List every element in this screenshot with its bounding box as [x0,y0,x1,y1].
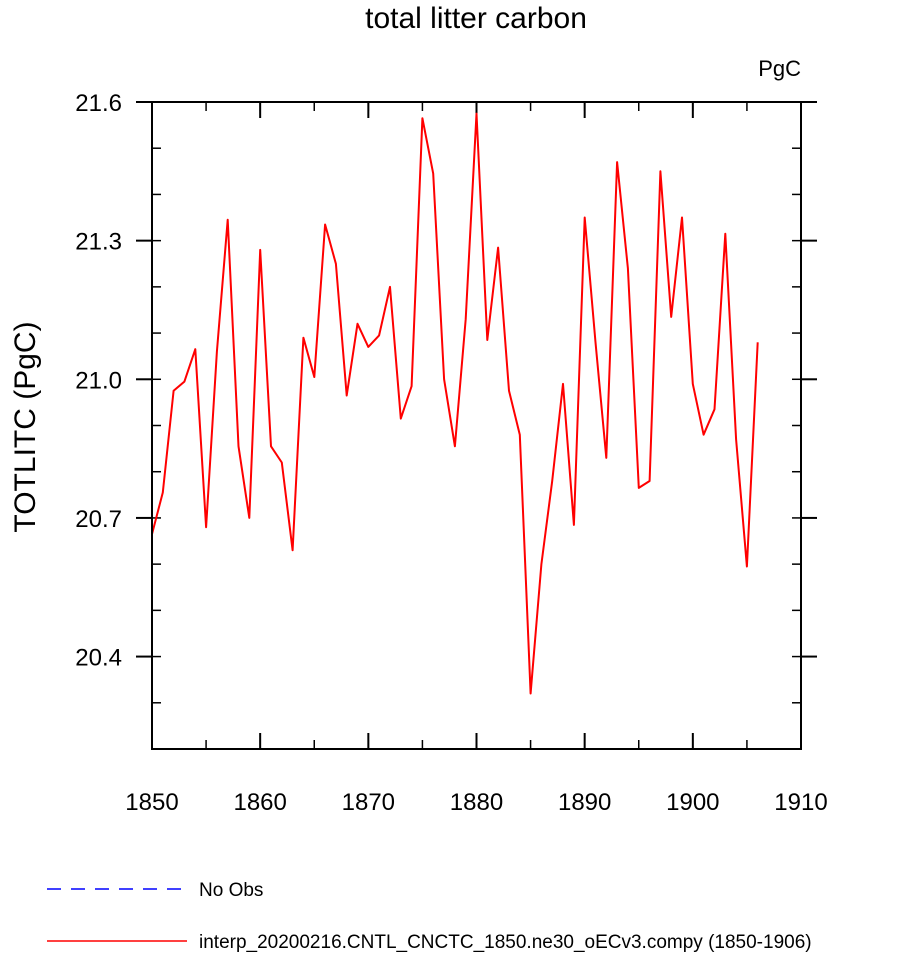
legend-label-model: interp_20200216.CNTL_CNCTC_1850.ne30_oEC… [199,932,812,953]
y-tick-label: 21.0 [75,367,122,394]
y-tick-label: 21.6 [75,90,122,117]
x-tick-label: 1890 [558,789,611,816]
legend-label-no-obs: No Obs [199,880,263,901]
units-label: PgC [758,56,801,81]
y-tick-label: 21.3 [75,229,122,256]
x-tick-label: 1870 [342,789,395,816]
x-tick-label: 1880 [450,789,503,816]
y-axis-label: TOTLITC (PgC) [9,321,42,532]
x-tick-label: 1850 [125,789,178,816]
axis-tick-labels: 1850 1860 1870 1880 1890 1900 1910 20.4 20.7 21.0… [75,90,827,816]
chart-title: total litter carbon [365,2,587,35]
x-tick-label: 1910 [774,789,827,816]
y-tick-label: 20.7 [75,506,122,533]
plot-frame [151,101,802,750]
x-tick-label: 1860 [233,789,286,816]
legend: No Obs interp_20200216.CNTL_CNCTC_1850.n… [47,880,812,953]
y-tick-label: 20.4 [75,645,122,672]
series-line-0 [151,112,759,695]
x-tick-label: 1900 [666,789,719,816]
series-lines [151,112,759,695]
